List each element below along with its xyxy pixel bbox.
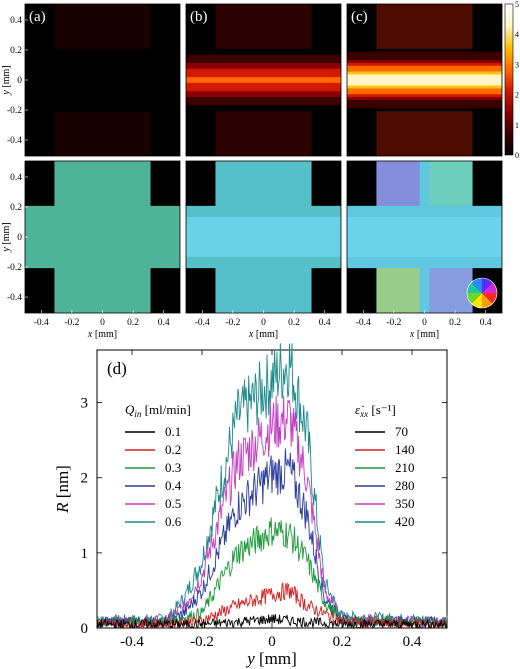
colorbar-tick-label: 5 [515, 0, 519, 9]
legend-entry: 140 [395, 442, 415, 457]
x-tick-label: -0.4 [34, 318, 49, 328]
panel-c-top: (c) [346, 3, 503, 157]
x-tick-label: 0.4 [480, 318, 492, 328]
y-tick-label: 0.4 [10, 173, 22, 183]
colorbar-tick-label: 1 [515, 121, 519, 130]
x-tick-label: -0.2 [386, 318, 401, 328]
x-tick-label: 0.2 [449, 318, 461, 328]
legend-entry: 0.1 [165, 424, 181, 439]
y-tick-label: 0 [17, 76, 22, 86]
y-tick-label: 0.4 [10, 16, 22, 26]
x-axis-label: x [mm] [248, 329, 278, 340]
panel-b-top: (b) [185, 3, 342, 157]
color-wheel-icon [466, 277, 498, 309]
panel-b-bottom: -0.4 -0.2 0 0.2 0.4 x [mm] [185, 160, 342, 340]
y-tick-label: -0.2 [7, 263, 22, 273]
chart-y-axis-label: R [nm] [53, 465, 72, 514]
y-tick-label: 0 [17, 233, 22, 243]
chart-y-tick-label: 2 [81, 471, 89, 487]
legend-entry: 280 [395, 478, 415, 493]
panel-a-bottom: 0.4 0.2 0 -0.2 -0.4 -0.4 -0.2 0 0.2 0.4 x [mm] [7, 160, 181, 340]
y-tick-label: 0.2 [10, 203, 22, 213]
y-axis-label: y [mm] [1, 222, 12, 252]
chart-x-tick-label: -0.4 [120, 634, 144, 650]
y-axis-label: y [mm] [1, 65, 12, 95]
colorbar-tick-label: 3 [515, 60, 519, 69]
chart-x-tick-label: 0.2 [333, 634, 352, 650]
legend-entry: 0.6 [165, 514, 182, 529]
y-tick-label: -0.4 [7, 293, 22, 303]
colorbar-tick-label: 4 [515, 30, 519, 39]
x-tick-label: -0.4 [356, 318, 371, 328]
legend-entry: 420 [395, 514, 415, 529]
colorbar-tick-label: 2 [515, 91, 519, 100]
y-tick-label: 0.2 [10, 46, 22, 56]
panel-label: (c) [351, 9, 368, 25]
chart-panel-label: (d) [107, 359, 127, 378]
series-line-0.1 [96, 613, 448, 630]
chart-y-tick-label: 3 [81, 396, 89, 412]
legend-entry: 70 [395, 424, 408, 439]
x-tick-label: 0.4 [158, 318, 170, 328]
x-tick-label: -0.4 [195, 318, 210, 328]
legend-title: Qin [ml/min] [125, 402, 191, 419]
chart-y-tick-label: 1 [81, 546, 89, 562]
y-tick-label: -0.2 [7, 106, 22, 116]
image-panels: (a)0.40.20-0.2-0.4(b) (c)y [mm]0.40.20-0.… [1, 3, 503, 340]
x-tick-label: 0.4 [319, 318, 331, 328]
x-tick-label: 0 [261, 318, 266, 328]
x-tick-label: -0.2 [64, 318, 79, 328]
x-tick-label: 0.2 [288, 318, 300, 328]
x-tick-label: 0 [100, 318, 105, 328]
x-tick-label: -0.2 [225, 318, 240, 328]
legend-entry: 0.4 [165, 478, 182, 493]
chart-x-tick-label: -0.2 [190, 634, 214, 650]
legend-entry: 0.3 [165, 460, 181, 475]
chart-x-tick-label: 0 [268, 634, 276, 650]
legend-title: ε̇xx [s⁻¹] [355, 402, 396, 419]
line-chart: -0.4 -0.2 0 0.2 0.4 0 1 2 3 y [mm] R [nm] (d) Qin [m… [53, 343, 448, 668]
legend-entry: 210 [395, 460, 415, 475]
panel-label: (b) [190, 9, 208, 25]
y-tick-label: -0.4 [7, 136, 22, 146]
x-tick-label: 0 [422, 318, 427, 328]
colorbar: 0 1 2 3 4 5 [504, 0, 519, 160]
x-tick-label: 0.2 [127, 318, 139, 328]
panel-a-top: (a) 0.4 0.2 0 -0.2 -0.4 [7, 3, 181, 157]
chart-x-axis-label: y [mm] [245, 649, 297, 668]
x-axis-label: x [mm] [409, 329, 439, 340]
legend-entry: 0.2 [165, 442, 181, 457]
chart-x-tick-label: 0.4 [403, 634, 422, 650]
colorbar-gradient [504, 3, 514, 156]
legend-entry: 0.5 [165, 496, 181, 511]
colorbar-tick-label: 0 [515, 151, 519, 160]
panel-c-bottom: -0.4 -0.2 0 0.2 0.4 x [mm] [346, 160, 503, 340]
legend-entry: 350 [395, 496, 415, 511]
panel-label: (a) [29, 9, 46, 25]
series-line-0.2 [96, 581, 448, 630]
chart-y-tick-label: 0 [81, 621, 89, 637]
x-axis-label: x [mm] [87, 329, 117, 340]
legend-flow-rate: Qin [ml/min] 0.1 0.2 0.3 0.4 0.5 0.6 [125, 402, 191, 529]
legend-strain-rate: ε̇xx [s⁻¹] 70 140 210 280 350 420 [355, 402, 415, 529]
